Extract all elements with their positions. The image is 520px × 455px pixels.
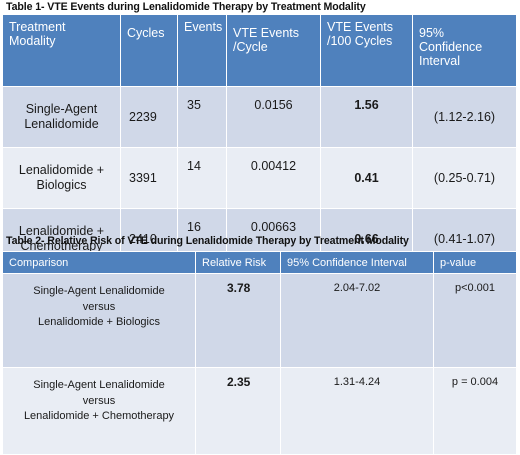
vte-events-table: Treatment Modality Cycles Events VTE Eve… — [2, 14, 517, 270]
ci-cell: (0.25-0.71) — [412, 147, 517, 209]
table-row: Single-Agent Lenalidomide versus Lenalid… — [2, 367, 517, 455]
p-value-cell: p<0.001 — [433, 273, 517, 368]
ci-cell: 2.04-7.02 — [280, 273, 434, 368]
header-relative-risk: Relative Risk — [195, 251, 281, 274]
table1-header-row: Treatment Modality Cycles Events VTE Eve… — [2, 14, 517, 87]
events-cell: 35 — [177, 86, 227, 148]
table2-caption: Table 2- Relative Risk of VTE during Len… — [6, 235, 409, 247]
per-cycle-cell: 0.0156 — [226, 86, 321, 148]
header-confidence-interval-2: 95% Confidence Interval — [280, 251, 434, 274]
cycles-cell: 3391 — [120, 147, 178, 209]
comparison-cell: Single-Agent Lenalidomide versus Lenalid… — [2, 273, 196, 368]
modality-cell: Lenalidomide + Biologics — [2, 147, 121, 209]
ci-cell: 1.31-4.24 — [280, 367, 434, 455]
events-cell: 14 — [177, 147, 227, 209]
header-vte-events-per-cycle: VTE Events /Cycle — [226, 14, 321, 87]
table2-header-row: Comparison Relative Risk 95% Confidence … — [2, 251, 517, 274]
header-p-value: p-value — [433, 251, 517, 274]
table-row: Lenalidomide + Biologics 3391 14 0.00412… — [2, 147, 517, 209]
header-vte-events-per-100: VTE Events /100 Cycles — [320, 14, 413, 87]
table-row: Single-Agent Lenalidomide versus Lenalid… — [2, 273, 517, 368]
per-100-cell: 0.41 — [320, 147, 413, 209]
per-cycle-cell: 0.00412 — [226, 147, 321, 209]
modality-cell: Single-Agent Lenalidomide — [2, 86, 121, 148]
ci-cell: (1.12-2.16) — [412, 86, 517, 148]
relative-risk-cell: 3.78 — [195, 273, 281, 368]
per-100-cell: 1.56 — [320, 86, 413, 148]
p-value-cell: p = 0.004 — [433, 367, 517, 455]
table1-caption: Table 1- VTE Events during Lenalidomide … — [6, 1, 366, 13]
table-row: Single-Agent Lenalidomide 2239 35 0.0156… — [2, 86, 517, 148]
relative-risk-table: Comparison Relative Risk 95% Confidence … — [2, 251, 517, 455]
relative-risk-cell: 2.35 — [195, 367, 281, 455]
cycles-cell: 2239 — [120, 86, 178, 148]
comparison-cell: Single-Agent Lenalidomide versus Lenalid… — [2, 367, 196, 455]
header-confidence-interval: 95% Confidence Interval — [412, 14, 517, 87]
header-treatment-modality: Treatment Modality — [2, 14, 121, 87]
header-cycles: Cycles — [120, 14, 178, 87]
header-comparison: Comparison — [2, 251, 196, 274]
header-events: Events — [177, 14, 227, 87]
